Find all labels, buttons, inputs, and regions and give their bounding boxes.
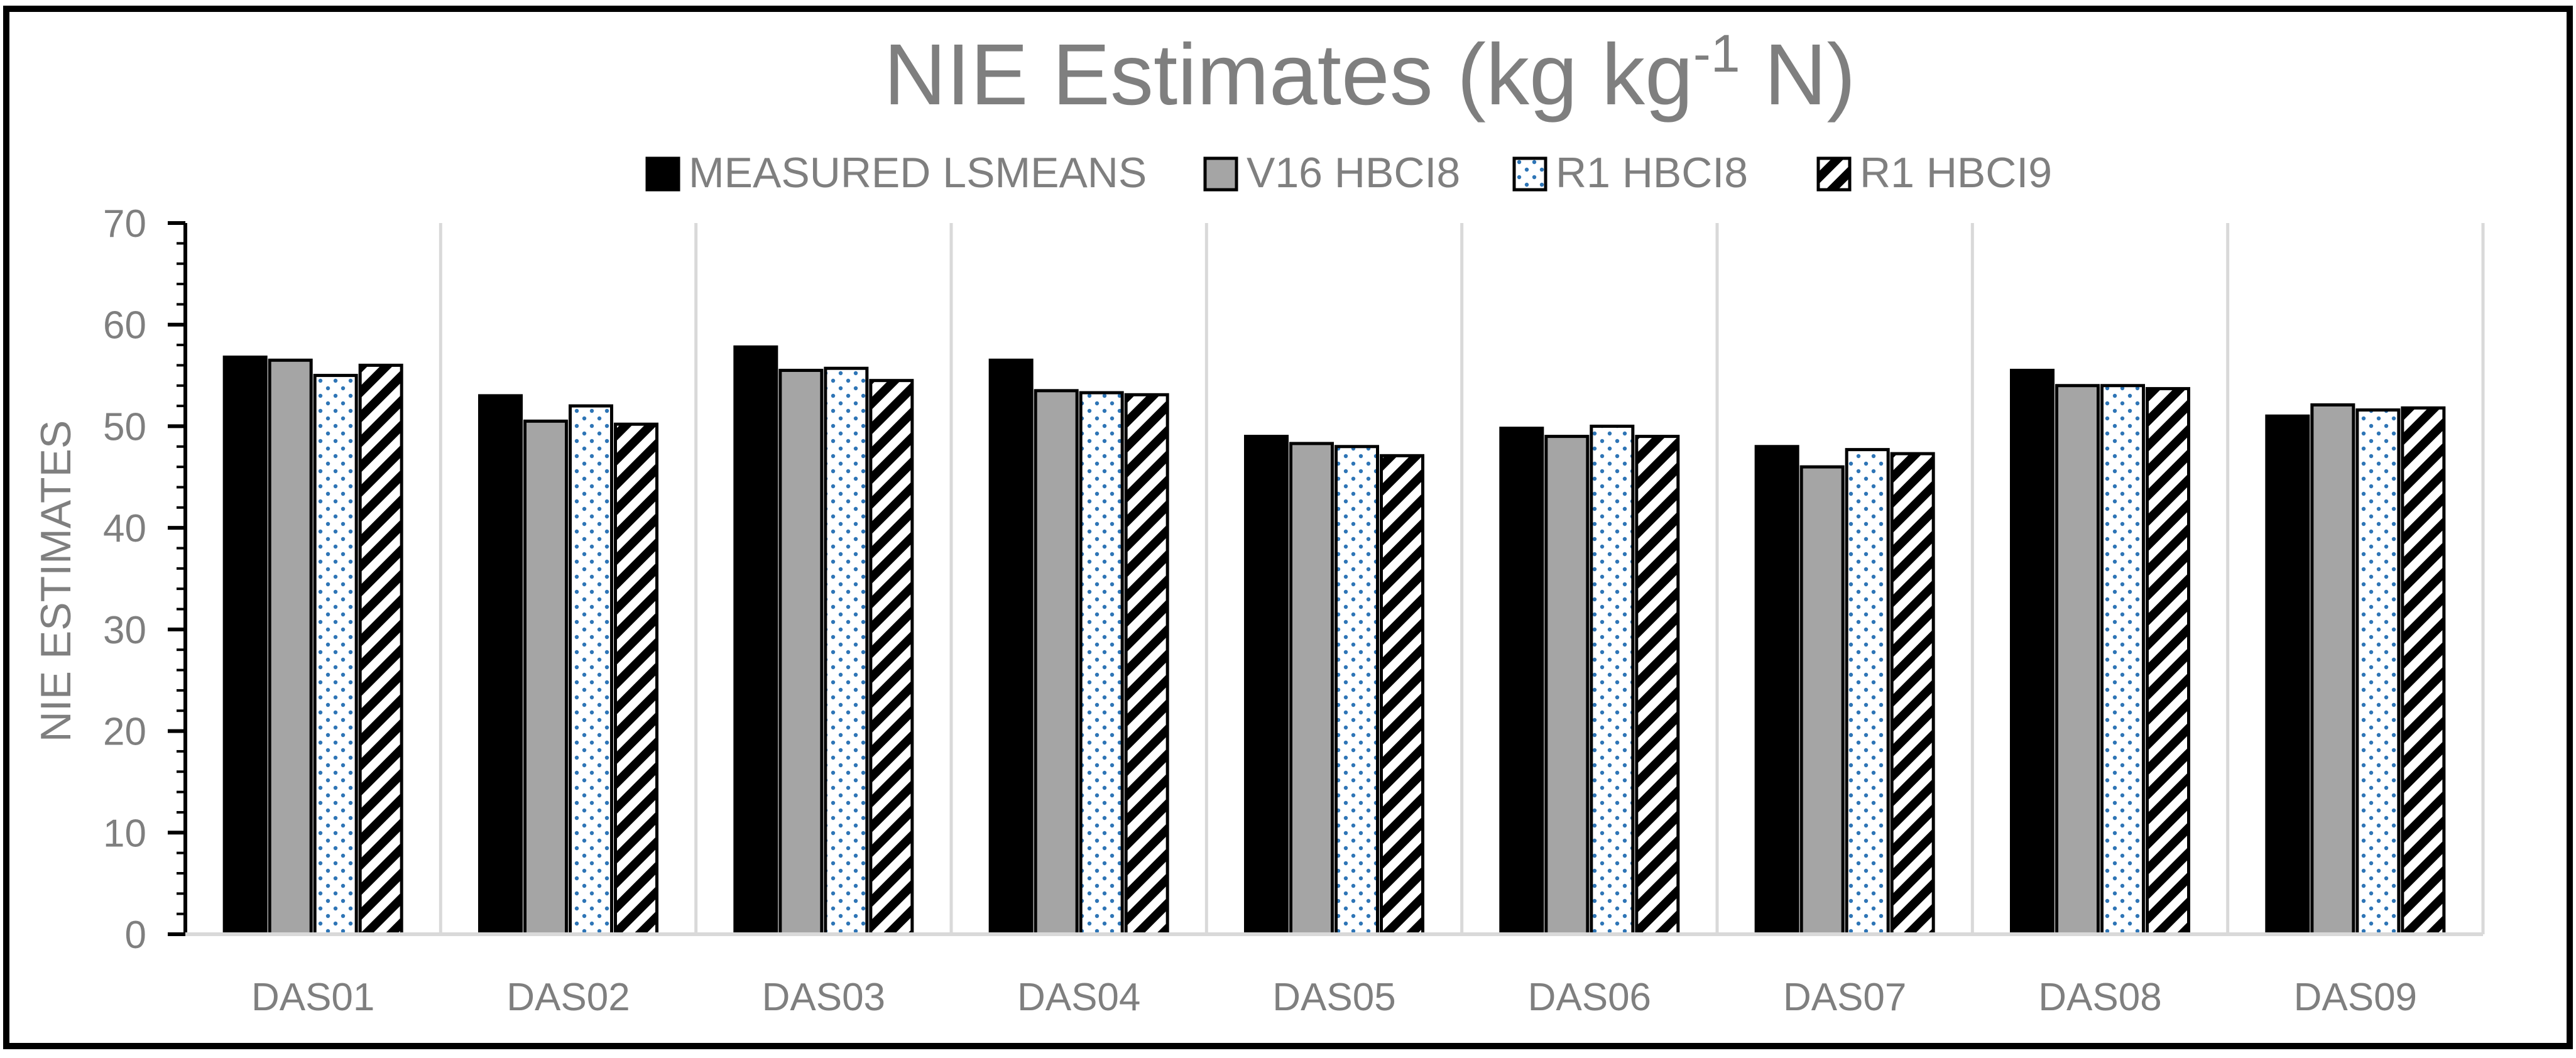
bars-layer [222, 345, 2446, 936]
x-tick-label: DAS09 [2294, 976, 2417, 1019]
labels-layer: 0 10 20 30 40 50 60 70 DAS01 DAS02 DAS03 DAS04 DAS05… [103, 202, 2417, 1019]
chart-title: NIE Estimates (kg kg-1 N) [883, 24, 1855, 123]
y-tick-label: 20 [103, 711, 146, 754]
bar-r1-hbci8-das02 [569, 404, 613, 936]
bar-v16-hbci8-das09 [2310, 403, 2355, 936]
bar-r1-hbci9-das09 [2401, 406, 2446, 936]
bar-r1-hbci9-das06 [1635, 435, 1680, 936]
y-tick-label: 70 [103, 202, 146, 246]
x-tick-label: DAS08 [2038, 976, 2161, 1019]
legend: MEASURED LSMEANS V16 HBCI8 R1 HBCI8 R1 HBCI… [645, 149, 2052, 197]
x-tick-label: DAS01 [251, 976, 374, 1019]
x-tick-label: DAS02 [506, 976, 630, 1019]
bar-r1-hbci8-das03 [824, 366, 869, 936]
y-tick-label: 10 [103, 812, 146, 855]
bar-measured-lsmeans-das07 [1754, 445, 1799, 936]
legend-label: V16 HBCI8 [1247, 149, 1460, 197]
bar-measured-lsmeans-das08 [2010, 368, 2055, 936]
legend-label: MEASURED LSMEANS [689, 149, 1147, 197]
bar-measured-lsmeans-das09 [2265, 414, 2310, 936]
chart-title-tail: N) [1740, 26, 1856, 123]
bar-r1-hbci9-das08 [2146, 387, 2190, 936]
bar-r1-hbci8-das06 [1590, 424, 1635, 936]
bar-r1-hbci8-das07 [1845, 448, 1890, 936]
legend-item: MEASURED LSMEANS [645, 149, 1147, 197]
legend-item: R1 HBCI9 [1816, 149, 2052, 197]
x-tick-label: DAS05 [1272, 976, 1395, 1019]
chart-title-main: NIE Estimates (kg kg [883, 26, 1693, 123]
bar-measured-lsmeans-das06 [1499, 427, 1544, 936]
legend-label: R1 HBCI8 [1556, 149, 1748, 197]
legend-swatch [1203, 156, 1238, 192]
y-axis-label: NIE ESTIMATES [32, 420, 80, 743]
legend-swatch [645, 156, 680, 192]
bar-v16-hbci8-das07 [1799, 465, 1845, 936]
y-tick-label: 0 [125, 913, 146, 957]
bar-measured-lsmeans-das04 [988, 358, 1034, 936]
legend-swatch [1816, 156, 1852, 192]
x-tick-label: DAS06 [1528, 976, 1651, 1019]
bar-measured-lsmeans-das03 [733, 345, 778, 936]
bar-r1-hbci9-das02 [614, 422, 658, 936]
bar-v16-hbci8-das06 [1544, 435, 1590, 936]
y-tick-label: 30 [103, 609, 146, 652]
bar-v16-hbci8-das01 [268, 358, 313, 936]
bar-r1-hbci9-das01 [358, 363, 403, 936]
legend-item: R1 HBCI8 [1512, 149, 1748, 197]
bar-r1-hbci8-das08 [2100, 384, 2145, 936]
y-tick-label: 60 [103, 304, 146, 347]
grid-layer [439, 223, 2485, 934]
bar-v16-hbci8-das04 [1034, 389, 1079, 936]
y-tick-label: 40 [103, 507, 146, 550]
bar-r1-hbci9-das03 [869, 379, 914, 936]
legend-swatch [1512, 156, 1547, 192]
bar-measured-lsmeans-das02 [478, 394, 523, 936]
bar-measured-lsmeans-das05 [1244, 435, 1289, 936]
axis-layer [168, 221, 2483, 936]
bar-r1-hbci9-das05 [1380, 454, 1424, 936]
x-tick-label: DAS04 [1017, 976, 1140, 1019]
bar-r1-hbci9-das04 [1124, 393, 1169, 936]
x-tick-label: DAS07 [1783, 976, 1906, 1019]
chart-title-superscript: -1 [1693, 24, 1740, 83]
y-tick-label: 50 [103, 405, 146, 449]
bar-v16-hbci8-das02 [523, 419, 568, 936]
bar-v16-hbci8-das08 [2055, 384, 2100, 936]
bar-r1-hbci8-das05 [1334, 445, 1379, 936]
bar-r1-hbci8-das04 [1079, 391, 1124, 936]
bar-v16-hbci8-das03 [778, 368, 824, 936]
legend-item: V16 HBCI8 [1203, 149, 1460, 197]
legend-label: R1 HBCI9 [1860, 149, 2052, 197]
x-tick-label: DAS03 [762, 976, 885, 1019]
bar-r1-hbci8-das01 [313, 374, 358, 936]
bar-r1-hbci8-das09 [2355, 408, 2401, 936]
bar-measured-lsmeans-das01 [222, 355, 268, 936]
bar-v16-hbci8-das05 [1289, 442, 1334, 936]
bar-r1-hbci9-das07 [1890, 452, 1935, 936]
